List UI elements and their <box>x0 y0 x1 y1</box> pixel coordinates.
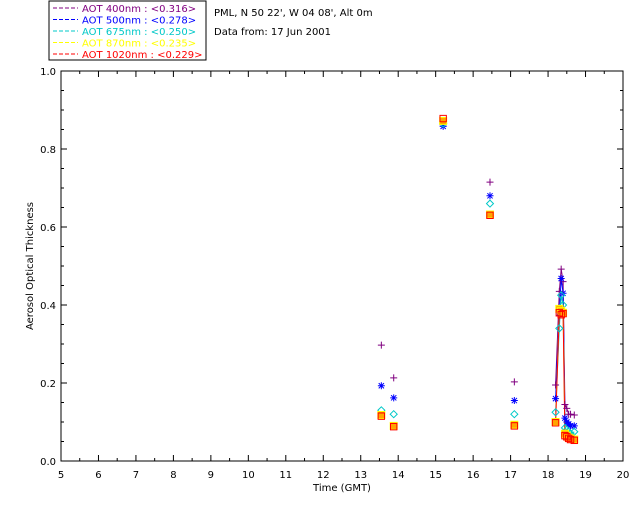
data-point <box>556 291 566 300</box>
date-info: Data from: 17 Jun 2001 <box>214 27 331 38</box>
data-point <box>377 412 386 420</box>
data-point <box>570 436 578 445</box>
x-tick-label: 12 <box>317 470 330 481</box>
legend: AOT 400nm : <0.316>AOT 500nm : <0.278>AO… <box>48 0 207 61</box>
data-point <box>510 397 518 405</box>
data-point <box>390 422 398 431</box>
legend-box <box>48 0 207 61</box>
data-point <box>439 122 447 130</box>
y-axis-title: Aerosol Optical Thickness <box>25 202 36 330</box>
data-point <box>390 374 398 382</box>
y-tick-label: 0.6 <box>40 223 56 234</box>
data-point <box>510 378 518 386</box>
x-tick-label: 9 <box>208 470 214 481</box>
x-tick-label: 8 <box>170 470 176 481</box>
y-axis: 0.0 0.2 0.4 0.6 0.8 1.0 <box>40 67 623 468</box>
data-point <box>561 400 569 408</box>
series-markers <box>377 114 579 445</box>
y-tick-label: 0.0 <box>40 457 56 468</box>
x-tick-label: 19 <box>579 470 592 481</box>
x-tick-label: 16 <box>467 470 480 481</box>
x-tick-label: 18 <box>542 470 555 481</box>
x-tick-label: 10 <box>242 470 255 481</box>
data-point <box>486 178 494 186</box>
data-point <box>557 265 565 273</box>
data-point <box>552 395 560 403</box>
data-point <box>510 422 519 430</box>
y-tick-label: 1.0 <box>40 67 56 78</box>
x-axis: 5 6 7 8 9 10 11 12 13 14 15 16 17 18 19 20 <box>58 71 630 481</box>
x-tick-label: 5 <box>58 470 64 481</box>
legend-entry: AOT 870nm : <0.235> <box>82 39 196 50</box>
data-point <box>390 394 398 402</box>
data-point <box>563 404 571 412</box>
location-info: PML, N 50 22', W 04 08', Alt 0m <box>214 8 373 19</box>
data-point <box>377 341 385 349</box>
data-point <box>510 409 519 419</box>
data-point <box>566 435 575 444</box>
data-point <box>561 414 569 422</box>
data-point <box>551 408 560 417</box>
data-point <box>570 411 578 419</box>
data-point <box>567 422 575 430</box>
x-tick-label: 17 <box>504 470 517 481</box>
x-tick-label: 20 <box>617 470 630 481</box>
data-point <box>485 199 495 208</box>
data-point <box>486 192 494 200</box>
legend-entry: AOT 1020nm : <0.229> <box>82 50 202 61</box>
y-tick-label: 0.4 <box>40 301 56 312</box>
data-point <box>439 114 447 123</box>
x-tick-label: 13 <box>354 470 367 481</box>
x-tick-label: 7 <box>133 470 139 481</box>
data-point <box>570 422 578 430</box>
data-point <box>389 409 398 419</box>
x-tick-label: 15 <box>429 470 442 481</box>
data-point <box>557 311 565 319</box>
legend-entry: AOT 400nm : <0.316> <box>82 4 196 15</box>
x-tick-label: 6 <box>95 470 101 481</box>
data-point <box>557 274 565 282</box>
data-point <box>559 309 567 318</box>
data-point <box>486 211 494 220</box>
y-tick-label: 0.8 <box>40 145 56 156</box>
legend-entry: AOT 675nm : <0.250> <box>82 27 196 38</box>
x-axis-title: Time (GMT) <box>312 483 371 494</box>
data-point <box>555 324 564 333</box>
data-point <box>552 381 560 389</box>
x-tick-label: 11 <box>279 470 292 481</box>
data-point <box>377 382 385 390</box>
x-tick-label: 14 <box>392 470 405 481</box>
data-point <box>551 419 560 427</box>
data-point <box>567 410 575 418</box>
legend-entry: AOT 500nm : <0.278> <box>82 16 196 27</box>
data-point <box>439 116 448 125</box>
y-tick-label: 0.2 <box>40 379 56 390</box>
data-point <box>555 309 564 317</box>
data-point <box>564 434 573 443</box>
